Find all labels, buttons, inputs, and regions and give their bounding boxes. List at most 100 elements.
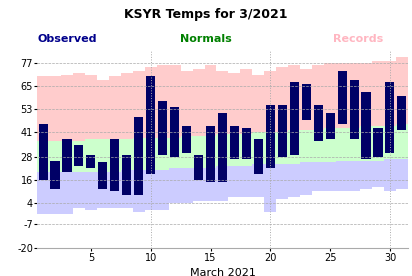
Bar [37,76,49,214]
Bar [230,126,239,159]
Bar [312,65,324,191]
Bar [85,172,97,210]
Bar [325,113,335,139]
Bar [73,141,85,172]
Bar [384,126,396,159]
Bar [276,67,288,199]
Text: KSYR Temps for 3/2021: KSYR Temps for 3/2021 [124,8,288,21]
Bar [37,172,49,214]
Bar [397,95,407,130]
Bar [360,161,372,189]
Bar [360,63,372,189]
Bar [192,168,204,201]
Bar [170,107,179,157]
Bar [314,105,323,141]
Bar [265,132,276,164]
Bar [348,128,360,161]
Bar [180,71,192,203]
Bar [361,92,370,159]
Bar [278,105,287,157]
Bar [61,141,73,172]
Bar [336,161,348,191]
Bar [61,172,73,214]
Bar [73,172,85,208]
Bar [337,71,346,124]
Bar [145,67,157,210]
Bar [348,161,360,191]
Bar [85,75,97,210]
Bar [87,155,96,168]
Bar [204,136,216,168]
Bar [312,162,324,191]
Bar [180,136,192,168]
Bar [324,63,336,191]
Bar [288,130,300,164]
Bar [133,170,145,212]
Text: Observed: Observed [37,34,96,44]
Bar [192,136,204,168]
Bar [49,141,61,172]
Bar [241,134,253,166]
Bar [229,134,241,166]
Bar [373,128,382,157]
Bar [276,164,288,199]
Bar [336,128,348,161]
Bar [253,75,265,197]
Bar [265,164,276,212]
Bar [109,76,121,208]
Bar [122,155,131,195]
Bar [300,130,312,162]
Bar [300,69,312,195]
Bar [253,164,265,197]
Bar [360,126,372,161]
Text: Records: Records [333,34,383,44]
Bar [75,145,84,166]
Bar [300,162,312,195]
Bar [229,73,241,197]
Bar [169,137,180,168]
Bar [216,134,229,166]
Bar [121,73,133,208]
Bar [157,65,169,210]
Bar [146,76,155,174]
Bar [194,155,203,180]
Bar [73,73,85,208]
X-axis label: March 2021: March 2021 [190,268,255,276]
Bar [158,101,167,155]
Bar [85,139,97,172]
Bar [97,172,109,208]
Bar [133,71,145,212]
Bar [109,139,121,172]
Bar [216,71,229,201]
Bar [336,63,348,191]
Bar [110,139,119,191]
Bar [288,164,300,197]
Bar [216,166,229,201]
Bar [218,113,227,182]
Bar [372,161,384,187]
Bar [242,128,251,159]
Bar [241,69,253,197]
Bar [182,126,191,153]
Bar [204,168,216,201]
Bar [37,141,49,172]
Bar [324,162,336,191]
Bar [49,76,61,214]
Bar [121,139,133,170]
Bar [157,170,169,210]
Bar [98,162,108,189]
Bar [134,116,143,195]
Bar [266,105,275,168]
Bar [169,65,180,203]
Bar [157,137,169,170]
Bar [204,65,216,201]
Bar [288,65,300,197]
Bar [324,128,336,162]
Bar [253,132,265,164]
Bar [145,170,157,210]
Bar [38,124,48,180]
Bar [276,132,288,164]
Bar [349,80,358,139]
Text: Normals: Normals [180,34,232,44]
Bar [97,80,109,208]
